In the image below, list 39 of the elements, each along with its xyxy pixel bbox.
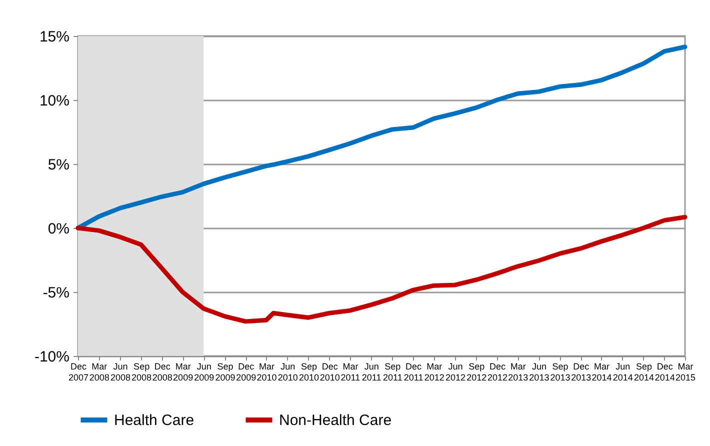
y-tick-label: -5%: [42, 284, 70, 302]
x-tick-label: Mar 2011: [340, 362, 360, 382]
x-tick-label: Jun 2013: [529, 362, 550, 382]
y-tick-label: 15%: [39, 28, 70, 46]
x-tick-label: Jun 2014: [612, 362, 633, 382]
x-tick-label: Jun 2012: [445, 362, 466, 382]
line-series: [76, 214, 688, 324]
legend-label: Non-Health Care: [279, 412, 392, 429]
x-tick-label: Dec 2009: [236, 362, 256, 382]
x-tick-label: Mar 2010: [256, 362, 277, 382]
x-tick-label: Sep 2012: [466, 362, 487, 382]
x-tick-label: Jun 2011: [362, 362, 382, 382]
y-tick-label: 5%: [48, 156, 70, 174]
legend-label: Health Care: [114, 412, 194, 429]
x-tick-label: Mar 2012: [424, 362, 444, 382]
x-tick-label: Mar 2008: [89, 362, 110, 382]
x-tick-label: Sep 2013: [550, 362, 570, 382]
x-tick-label: Sep 2011: [382, 362, 402, 382]
x-tick-label: Dec 2007: [68, 362, 89, 382]
y-tick-label: 0%: [48, 220, 70, 238]
x-tick-label: Mar 2013: [508, 362, 528, 382]
y-tick-label: 10%: [39, 92, 70, 110]
x-tick-label: Jun 2010: [278, 362, 298, 382]
x-tick-label: Mar 2015: [675, 362, 696, 382]
x-tick-label: Dec 2014: [654, 362, 675, 382]
x-tick-label: Sep 2014: [634, 362, 654, 382]
x-tick-label: Jun 2009: [194, 362, 214, 382]
x-tick-label: Sep 2009: [215, 362, 236, 382]
x-tick-label: Mar 2009: [173, 362, 194, 382]
x-tick-label: Sep 2010: [298, 362, 319, 382]
x-tick-label: Dec 2010: [320, 362, 340, 382]
x-tick-label: Dec 2011: [404, 362, 424, 382]
x-tick-label: Dec 2013: [571, 362, 592, 382]
x-tick-label: Dec 2012: [487, 362, 508, 382]
x-tick-label: Dec 2008: [152, 362, 172, 382]
y-tick-label: -10%: [34, 348, 70, 366]
x-tick-label: Mar 2014: [592, 362, 612, 382]
x-tick-label: Sep 2008: [132, 362, 152, 382]
x-tick-label: Jun 2008: [110, 362, 130, 382]
